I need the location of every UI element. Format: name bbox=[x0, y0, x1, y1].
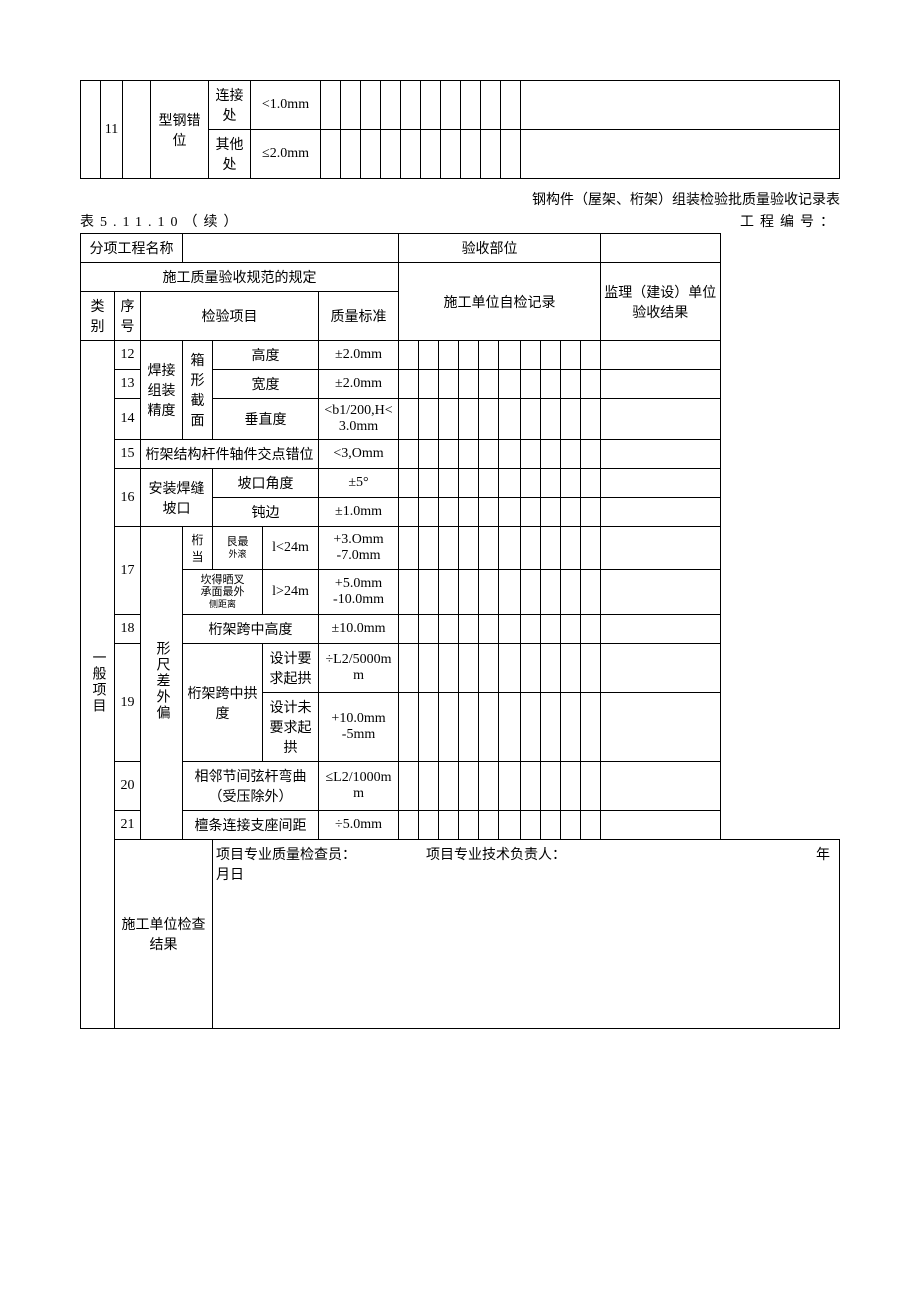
item-cell: 坡口角度 bbox=[213, 469, 319, 498]
item-cell: 檀条连接支座间距 bbox=[183, 811, 319, 840]
item-cell: 设计要求起拱 bbox=[263, 644, 319, 693]
item-cell: 桁架跨中高度 bbox=[183, 615, 319, 644]
seq: 16 bbox=[115, 469, 141, 527]
std-cell: +10.0mm -5mm bbox=[319, 693, 399, 762]
std-cell: +3.Omm -7.0mm bbox=[319, 527, 399, 570]
std-cell: <b1/200,H<3.0mm bbox=[319, 399, 399, 440]
category-header: 类别 bbox=[81, 292, 115, 341]
group-cell: 安装焊缝坡口 bbox=[141, 469, 213, 527]
group-cell: 箱形截面 bbox=[183, 341, 213, 440]
item-cell: l>24m bbox=[263, 570, 319, 615]
item-name: 型钢错位 bbox=[151, 81, 209, 179]
seq: 13 bbox=[115, 370, 141, 399]
std-value: <1.0mm bbox=[251, 81, 321, 130]
std-cell: ±1.0mm bbox=[319, 498, 399, 527]
seq: 14 bbox=[115, 399, 141, 440]
row-num: 11 bbox=[101, 81, 123, 179]
category-side: 一般项目 bbox=[81, 341, 115, 1029]
std-cell: ÷5.0mm bbox=[319, 811, 399, 840]
tech-label: 项目专业技术负责人： bbox=[426, 848, 566, 863]
supervise-header: 监理（建设）单位验收结果 bbox=[601, 263, 720, 341]
seq-header: 序号 bbox=[115, 292, 141, 341]
std-cell: ±2.0mm bbox=[319, 341, 399, 370]
item-cell: 艮最外滚 bbox=[213, 527, 263, 570]
std-cell: ±2.0mm bbox=[319, 370, 399, 399]
footer-content[interactable]: 项目专业质量检查员： 月日 项目专业技术负责人： 年 bbox=[213, 840, 840, 1029]
item-cell: 设计未要求起拱 bbox=[263, 693, 319, 762]
seq: 17 bbox=[115, 527, 141, 615]
item-cell: 钝边 bbox=[213, 498, 319, 527]
top-table: 11 型钢错位 连接处 <1.0mm 其他处 ≤2.0mm bbox=[80, 80, 840, 179]
seq: 18 bbox=[115, 615, 141, 644]
year-label: 年 bbox=[816, 848, 830, 863]
group-cell: 焊接组装精度 bbox=[141, 341, 183, 440]
item-cell: 桁当 bbox=[183, 527, 213, 570]
group-cell: 桁架跨中拱度 bbox=[183, 644, 263, 762]
std-cell: <3,Omm bbox=[319, 440, 399, 469]
seq: 21 bbox=[115, 811, 141, 840]
selfcheck-header: 施工单位自检记录 bbox=[399, 263, 601, 341]
std-value: ≤2.0mm bbox=[251, 130, 321, 179]
std-cell: ÷L2/5000mm bbox=[319, 644, 399, 693]
project-number-label: 工程编号： bbox=[740, 211, 840, 231]
item-cell: 垂直度 bbox=[213, 399, 319, 440]
subproject-value[interactable] bbox=[183, 234, 399, 263]
form-title: 钢构件（屋架、桁架）组装检验批质量验收记录表 bbox=[80, 179, 840, 211]
item-cell: 相邻节间弦杆弯曲（受压除外） bbox=[183, 762, 319, 811]
spec-header: 施工质量验收规范的规定 bbox=[81, 263, 399, 292]
group-cell: 形尺差外偏 bbox=[141, 527, 183, 840]
accept-part-label: 验收部位 bbox=[459, 234, 521, 263]
seq: 19 bbox=[115, 644, 141, 762]
std-header: 质量标准 bbox=[319, 292, 399, 341]
subproject-label: 分项工程名称 bbox=[81, 234, 183, 263]
main-table: 分项工程名称 验收部位 施工质量验收规范的规定 施工单位自检记录 监理（建设）单… bbox=[80, 233, 840, 1029]
item-cell: 高度 bbox=[213, 341, 319, 370]
item-cell: 桁架结构杆件轴件交点错位 bbox=[141, 440, 319, 469]
std-cell: ≤L2/1000mm bbox=[319, 762, 399, 811]
date-label: 月日 bbox=[216, 868, 244, 883]
seq: 20 bbox=[115, 762, 141, 811]
item-cell: 坎得晒叉承面最外侧距离 bbox=[183, 570, 263, 615]
std-cell: ±10.0mm bbox=[319, 615, 399, 644]
sub-item: 其他处 bbox=[209, 130, 251, 179]
footer-label: 施工单位检查结果 bbox=[115, 840, 213, 1029]
subtitle-row: 表5.11.10（续） 工程编号： bbox=[80, 211, 840, 233]
std-cell: +5.0mm -10.0mm bbox=[319, 570, 399, 615]
seq: 12 bbox=[115, 341, 141, 370]
accept-part-value[interactable] bbox=[601, 234, 720, 263]
item-cell: 宽度 bbox=[213, 370, 319, 399]
sub-item: 连接处 bbox=[209, 81, 251, 130]
inspector-label: 项目专业质量检查员： bbox=[216, 848, 356, 863]
table-number: 表5.11.10（续） bbox=[80, 211, 243, 231]
item-header: 检验项目 bbox=[141, 292, 319, 341]
seq: 15 bbox=[115, 440, 141, 469]
item-cell: l<24m bbox=[263, 527, 319, 570]
std-cell: ±5° bbox=[319, 469, 399, 498]
